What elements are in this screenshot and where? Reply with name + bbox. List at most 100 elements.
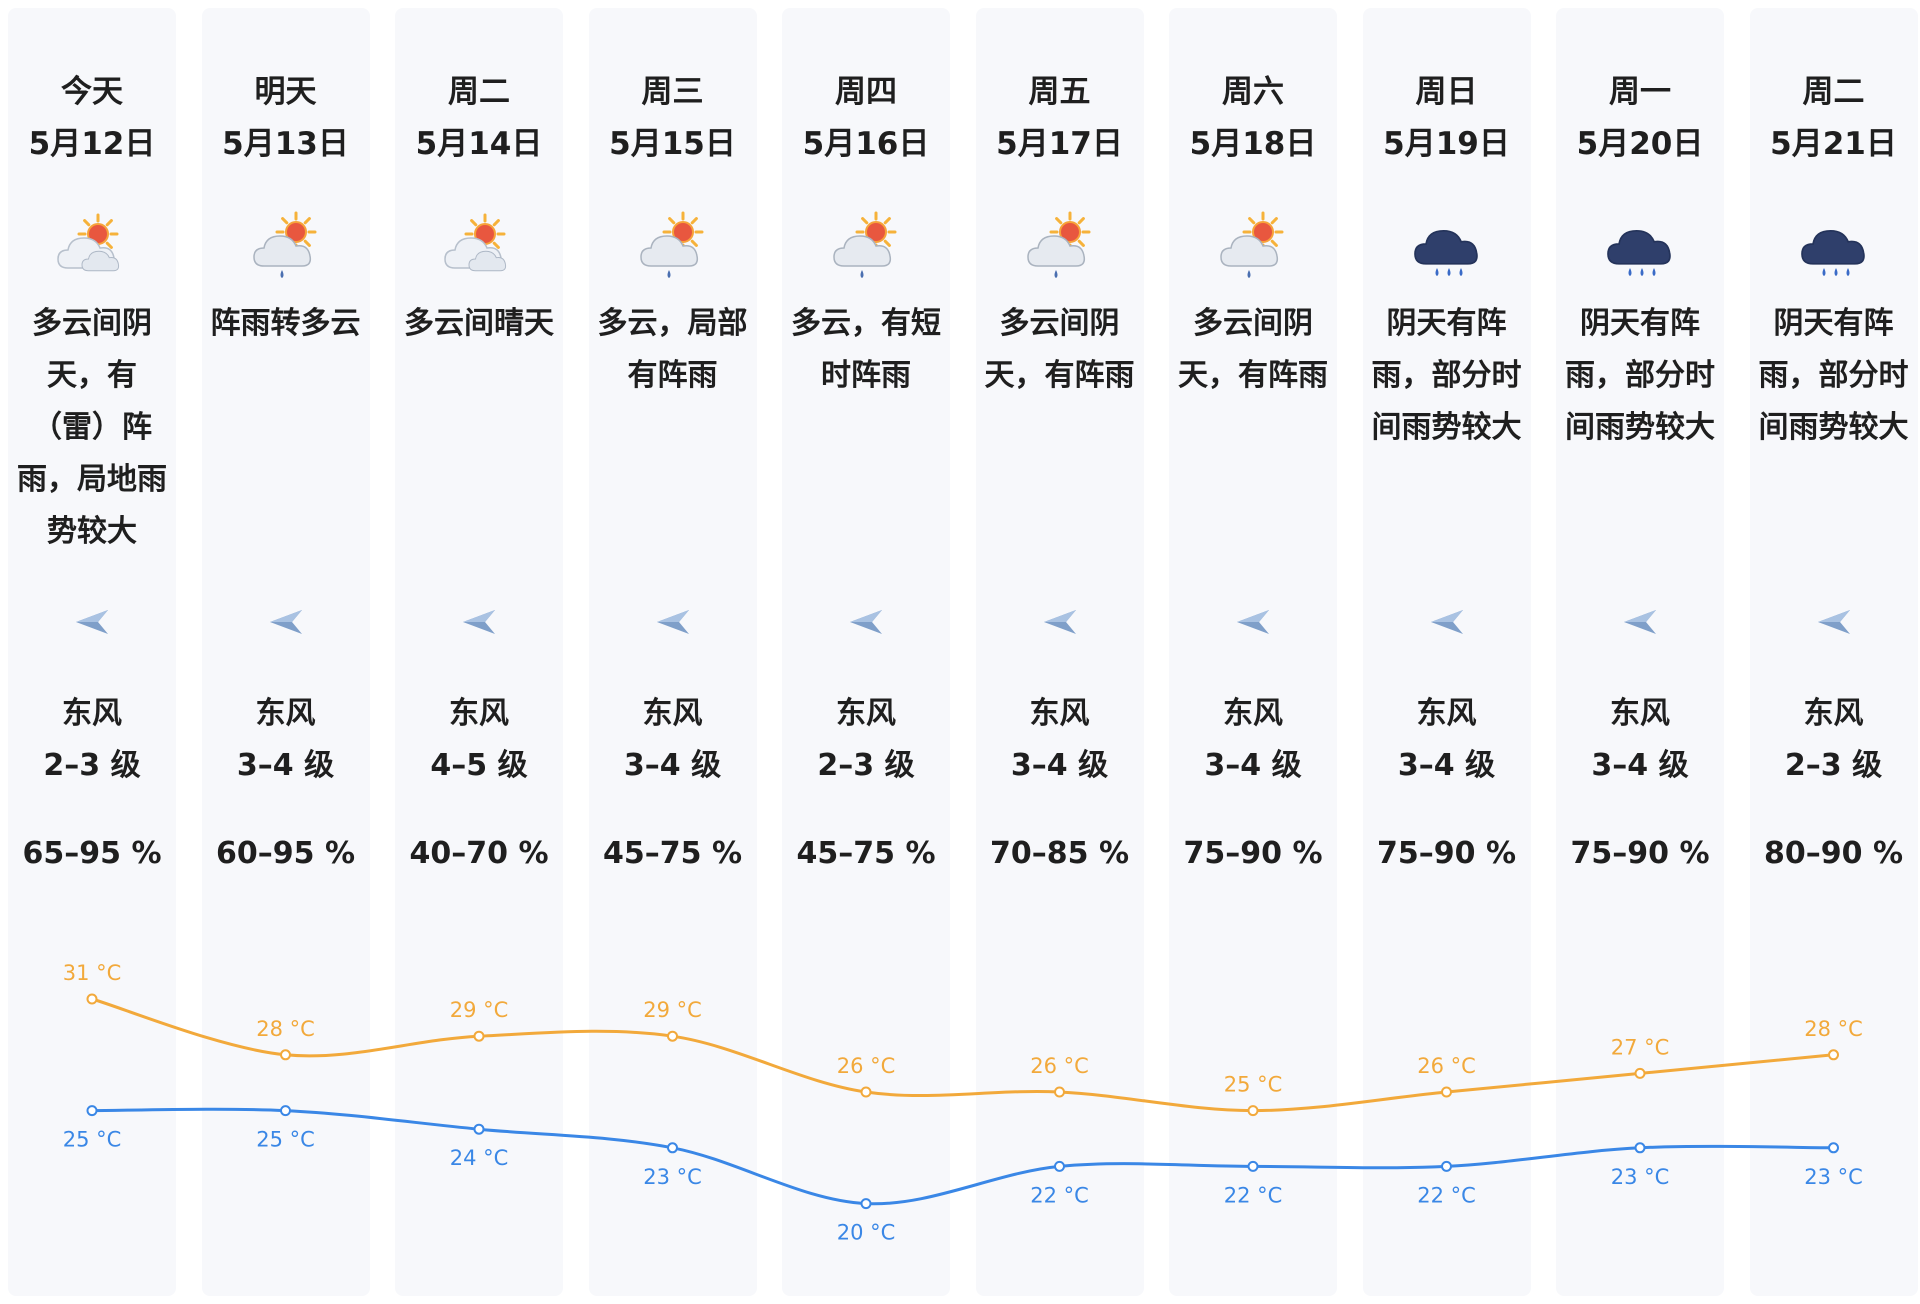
wind-direction: 东风	[449, 696, 509, 731]
day-date: 5月19日	[1383, 126, 1510, 162]
day-column: 周六 5月18日 多云间阴天，有阵雨 东风 3–4 级 75–90 %	[1169, 8, 1337, 1296]
low-temp-point	[667, 1142, 678, 1154]
day-name: 周二	[448, 74, 510, 110]
weather-description: 多云间阴天，有（雷）阵雨，局地雨势较大	[17, 306, 167, 549]
wind-direction: 东风	[1610, 696, 1670, 731]
low-temp-label: 25 °C	[63, 1128, 122, 1152]
low-temp-label: 20 °C	[837, 1221, 896, 1245]
humidity-range: 80–90 %	[1764, 836, 1903, 871]
day-date: 5月14日	[415, 126, 543, 162]
wind-level: 3–4 级	[1397, 748, 1496, 783]
high-temp-point	[473, 1030, 485, 1042]
wind-level: 3–4 级	[1204, 748, 1302, 783]
high-temp-line	[91, 997, 1834, 1113]
day-column: 周四 5月16日 多云，有短时阵雨 东风 2–3 级 45–75 %	[782, 8, 950, 1296]
low-temp-label: 23 °C	[643, 1165, 702, 1189]
humidity-range: 75–90 %	[1183, 836, 1323, 871]
day-date: 5月20日	[1576, 126, 1704, 162]
low-temp-label: 23 °C	[1804, 1165, 1863, 1189]
day-name: 周四	[835, 74, 897, 110]
wind-direction: 东风	[255, 696, 316, 731]
wind-direction: 东风	[1223, 696, 1283, 731]
wind-direction-icon	[266, 606, 306, 638]
high-temp-label: 26 °C	[1417, 1054, 1476, 1078]
cloud-sun-rain-icon	[826, 208, 906, 288]
day-date: 5月15日	[609, 126, 736, 162]
low-temp-point	[860, 1198, 872, 1210]
wind-direction: 东风	[1416, 696, 1477, 731]
day-name: 明天	[254, 74, 317, 110]
low-temp-point	[1634, 1142, 1646, 1154]
wind-direction: 东风	[1029, 696, 1090, 731]
wind-direction-icon	[72, 606, 112, 638]
low-temp-label: 23 °C	[1611, 1165, 1670, 1189]
low-temp-label: 24 °C	[450, 1146, 509, 1170]
weather-description: 阵雨转多云	[210, 306, 361, 341]
cloud-sun-rain-icon	[1020, 208, 1100, 288]
day-name: 周日	[1415, 74, 1478, 110]
high-temp-point	[667, 1030, 678, 1042]
weather-description: 多云间阴天，有阵雨	[1178, 306, 1328, 393]
high-temp-point	[1634, 1067, 1646, 1079]
day-name: 今天	[61, 74, 123, 110]
wind-direction-icon	[653, 606, 693, 638]
weather-description: 阴天有阵雨，部分时间雨势较大	[1565, 306, 1715, 445]
low-temp-point	[86, 1105, 98, 1117]
day-column: 周二 5月21日 阴天有阵雨，部分时间雨势较大 东风 2–3 级 80–90 %	[1749, 8, 1918, 1296]
low-temp-label: 22 °C	[1030, 1183, 1089, 1207]
partly-cloudy-sun-icon	[439, 208, 519, 288]
wind-direction-icon	[846, 606, 886, 638]
day-date: 5月21日	[1770, 126, 1897, 162]
humidity-range: 45–75 %	[603, 836, 742, 871]
wind-level: 2–3 级	[43, 748, 141, 783]
high-temp-point	[860, 1086, 872, 1098]
wind-direction: 东风	[62, 696, 122, 731]
weather-description: 多云，有短时阵雨	[791, 306, 941, 393]
day-name: 周五	[1028, 74, 1091, 110]
wind-direction-icon	[1427, 606, 1467, 638]
humidity-range: 70–85 %	[990, 836, 1129, 871]
day-column: 周一 5月20日 阴天有阵雨，部分时间雨势较大 东风 3–4 级 75–90 %	[1556, 8, 1724, 1296]
wind-level: 2–3 级	[1784, 748, 1883, 783]
low-temp-point	[1441, 1160, 1452, 1172]
high-temp-label: 28 °C	[1804, 1017, 1863, 1041]
wind-direction-icon	[1233, 606, 1273, 638]
day-date: 5月12日	[28, 126, 156, 162]
humidity-range: 60–95 %	[216, 836, 355, 871]
humidity-range: 40–70 %	[409, 836, 549, 871]
low-temp-point	[1247, 1160, 1259, 1172]
humidity-range: 45–75 %	[796, 836, 936, 871]
high-temp-point	[1828, 1049, 1839, 1061]
wind-direction-icon	[459, 606, 499, 638]
weather-description: 多云，局部有阵雨	[597, 306, 748, 393]
day-column: 周日 5月19日 阴天有阵雨，部分时间雨势较大东风 3–4 级 75–90 %	[1362, 8, 1531, 1296]
wind-level: 4–5 级	[430, 748, 528, 783]
day-date: 5月16日	[802, 126, 930, 162]
day-date: 5月17日	[996, 126, 1123, 162]
high-temp-label: 26 °C	[1030, 1054, 1089, 1078]
high-temp-point	[86, 993, 98, 1005]
high-temp-label: 31 °C	[63, 961, 122, 985]
weather-description: 多云间阴天，有阵雨	[984, 306, 1135, 393]
high-temp-point	[1441, 1086, 1452, 1098]
wind-level: 3–4 级	[623, 748, 722, 783]
day-name: 周二	[1802, 74, 1865, 110]
wind-direction: 东风	[836, 696, 896, 731]
cloud-sun-rain-icon	[1213, 208, 1293, 288]
high-temp-label: 27 °C	[1611, 1035, 1670, 1059]
wind-direction: 东风	[1803, 696, 1864, 731]
wind-level: 3–4 级	[1010, 748, 1109, 783]
humidity-range: 65–95 %	[22, 836, 162, 871]
low-temp-label: 22 °C	[1224, 1183, 1283, 1207]
weather-description: 阴天有阵雨，部分时间雨势较大	[1371, 306, 1522, 445]
wind-direction: 东风	[642, 696, 703, 731]
wind-direction-icon	[1040, 606, 1080, 638]
day-column: 明天 5月13日 阵雨转多云 东风 3–4 级 60–95 %	[201, 8, 370, 1296]
humidity-range: 75–90 %	[1377, 836, 1516, 871]
high-temp-point	[280, 1049, 291, 1061]
low-temp-point	[1054, 1160, 1065, 1172]
partly-cloudy-sun-icon	[52, 208, 132, 288]
day-date: 5月13日	[222, 126, 349, 162]
